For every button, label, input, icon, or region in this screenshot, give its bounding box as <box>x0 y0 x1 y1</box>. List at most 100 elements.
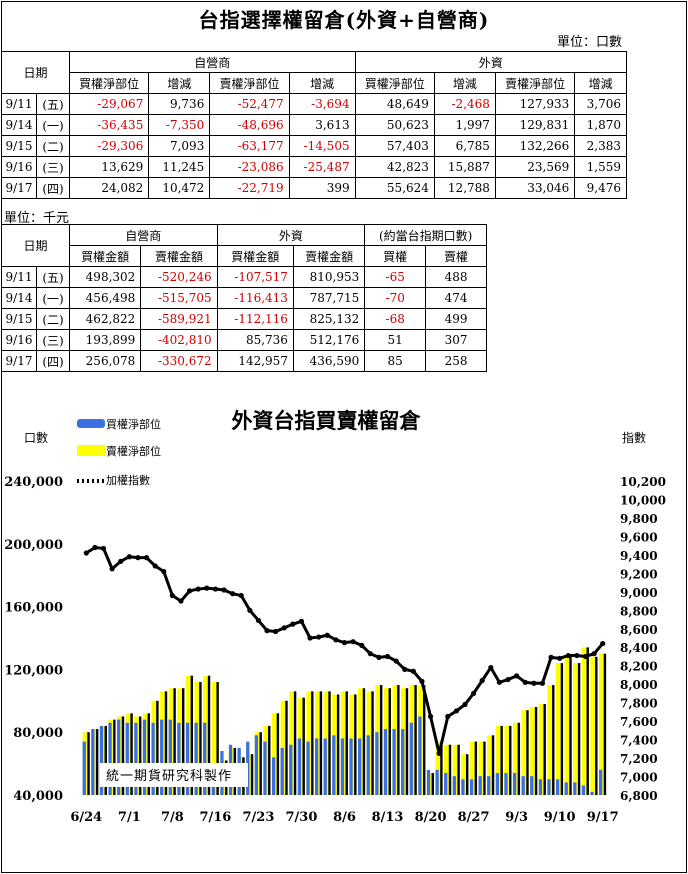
bar-put-shadow <box>87 732 90 795</box>
bar-call <box>547 779 551 795</box>
index-point <box>255 617 262 624</box>
y-tick-right: 7,400 <box>620 734 658 748</box>
bar-call <box>306 741 310 795</box>
table-cell: 85,736 <box>216 329 294 351</box>
index-point <box>126 554 132 560</box>
index-point <box>479 677 485 684</box>
bar-put-shadow <box>259 732 262 795</box>
table-cell: 42,823 <box>354 156 435 178</box>
bar-call <box>409 722 413 795</box>
x-tick-label: 7/30 <box>286 810 318 825</box>
bar-put <box>478 741 484 795</box>
bar-put-shadow <box>517 722 521 795</box>
table-row: 9/14 (一) -36,435 -7,350 -48,696 3,613 50,623 1,… <box>1 114 627 136</box>
table-cell: 787,715 <box>292 287 366 309</box>
index-point <box>307 635 313 641</box>
bar-put <box>590 656 596 795</box>
bar-call <box>469 779 474 795</box>
column-header: 增減 <box>148 72 211 94</box>
index-point <box>376 654 382 660</box>
table-cell: 2,383 <box>574 135 627 157</box>
x-tick-label: 7/1 <box>118 810 141 825</box>
row-weekday: (四) <box>36 177 70 199</box>
index-point <box>118 558 124 564</box>
table-cell: 7,093 <box>148 135 211 157</box>
bar-call <box>366 735 370 795</box>
index-point <box>186 588 193 594</box>
bar-call <box>383 729 388 795</box>
table-cell: 498,302 <box>68 266 142 288</box>
bar-put-shadow <box>319 691 323 795</box>
index-point <box>161 568 167 575</box>
group-header-foreign: 外資 <box>354 51 628 73</box>
index-point <box>384 653 391 660</box>
bar-call <box>297 738 302 795</box>
table-cell: 258 <box>425 350 487 372</box>
index-point <box>505 676 511 683</box>
table-cell: -402,810 <box>140 329 218 351</box>
table-cell: 512,176 <box>292 329 366 351</box>
bar-call <box>452 776 456 795</box>
y-tick-right: 7,200 <box>620 752 658 766</box>
bar-put <box>564 656 570 795</box>
index-point <box>83 550 89 556</box>
table-cell: -520,246 <box>140 266 218 288</box>
group-header-foreign: 外資 <box>216 224 366 246</box>
row-weekday: (四) <box>36 350 70 372</box>
table-row: 9/11 (五) 498,302 -520,246 -107,517 810,953 -65… <box>1 266 487 288</box>
index-point <box>410 668 416 674</box>
x-tick-label: 9/3 <box>505 810 528 825</box>
bar-call <box>117 719 121 795</box>
bar-put <box>444 744 450 795</box>
bar-call <box>160 719 164 795</box>
bar-put-shadow <box>164 691 168 795</box>
bar-put-shadow <box>448 744 452 795</box>
bar-call <box>314 738 319 795</box>
column-header: 增減 <box>433 72 496 94</box>
table-cell: 57,403 <box>354 135 435 157</box>
bar-call <box>487 776 491 795</box>
table-row: 9/11 (五) -29,067 9,736 -52,477 -3,694 48,649 -2… <box>1 93 627 115</box>
bar-put <box>521 710 527 795</box>
table-cell: 11,245 <box>148 156 211 178</box>
bar-call <box>435 769 439 795</box>
bar-call <box>598 769 603 795</box>
bar-put <box>495 725 502 795</box>
legend-label-call: 買權淨部位 <box>106 417 161 431</box>
bar-put-shadow <box>569 656 572 795</box>
bar-call <box>555 779 560 795</box>
table-cell: -36,435 <box>68 114 150 136</box>
table-cell: 24,082 <box>68 177 150 199</box>
table-cell: 3,706 <box>574 93 627 115</box>
bar-call <box>254 735 259 795</box>
row-date: 9/11 <box>1 93 37 115</box>
bar-put-shadow <box>345 691 348 795</box>
column-header: 增減 <box>574 72 627 94</box>
bar-put-shadow <box>371 691 374 795</box>
table-cell: -112,116 <box>216 308 294 330</box>
bar-put-shadow <box>595 656 598 795</box>
row-date: 9/15 <box>1 308 37 330</box>
row-weekday: (三) <box>36 329 70 351</box>
bar-put-shadow <box>130 713 133 795</box>
table-cell: 1,997 <box>433 114 496 136</box>
bar-put-shadow <box>388 688 391 795</box>
bar-put <box>598 653 605 795</box>
y-tick-right: 9,200 <box>620 567 658 581</box>
table-cell: -107,517 <box>216 266 294 288</box>
table-cell: 48,649 <box>354 93 435 115</box>
index-point <box>333 637 339 643</box>
legend-swatch-call <box>77 419 105 428</box>
table-cell: 10,472 <box>148 177 211 199</box>
table-cell: 462,822 <box>68 308 142 330</box>
table-cell: 436,590 <box>292 350 366 372</box>
bar-call <box>289 744 293 795</box>
index-point <box>402 666 408 672</box>
table-row: 9/15 (二) -29,306 7,093 -63,177 -14,505 57,403 6… <box>1 135 627 157</box>
row-weekday: (一) <box>36 114 70 136</box>
column-header: 賣權淨部位 <box>209 72 290 94</box>
table-cell: 12,788 <box>433 177 496 199</box>
bar-call <box>185 722 190 795</box>
y-tick-right: 9,800 <box>620 512 658 526</box>
bar-call <box>194 722 198 795</box>
